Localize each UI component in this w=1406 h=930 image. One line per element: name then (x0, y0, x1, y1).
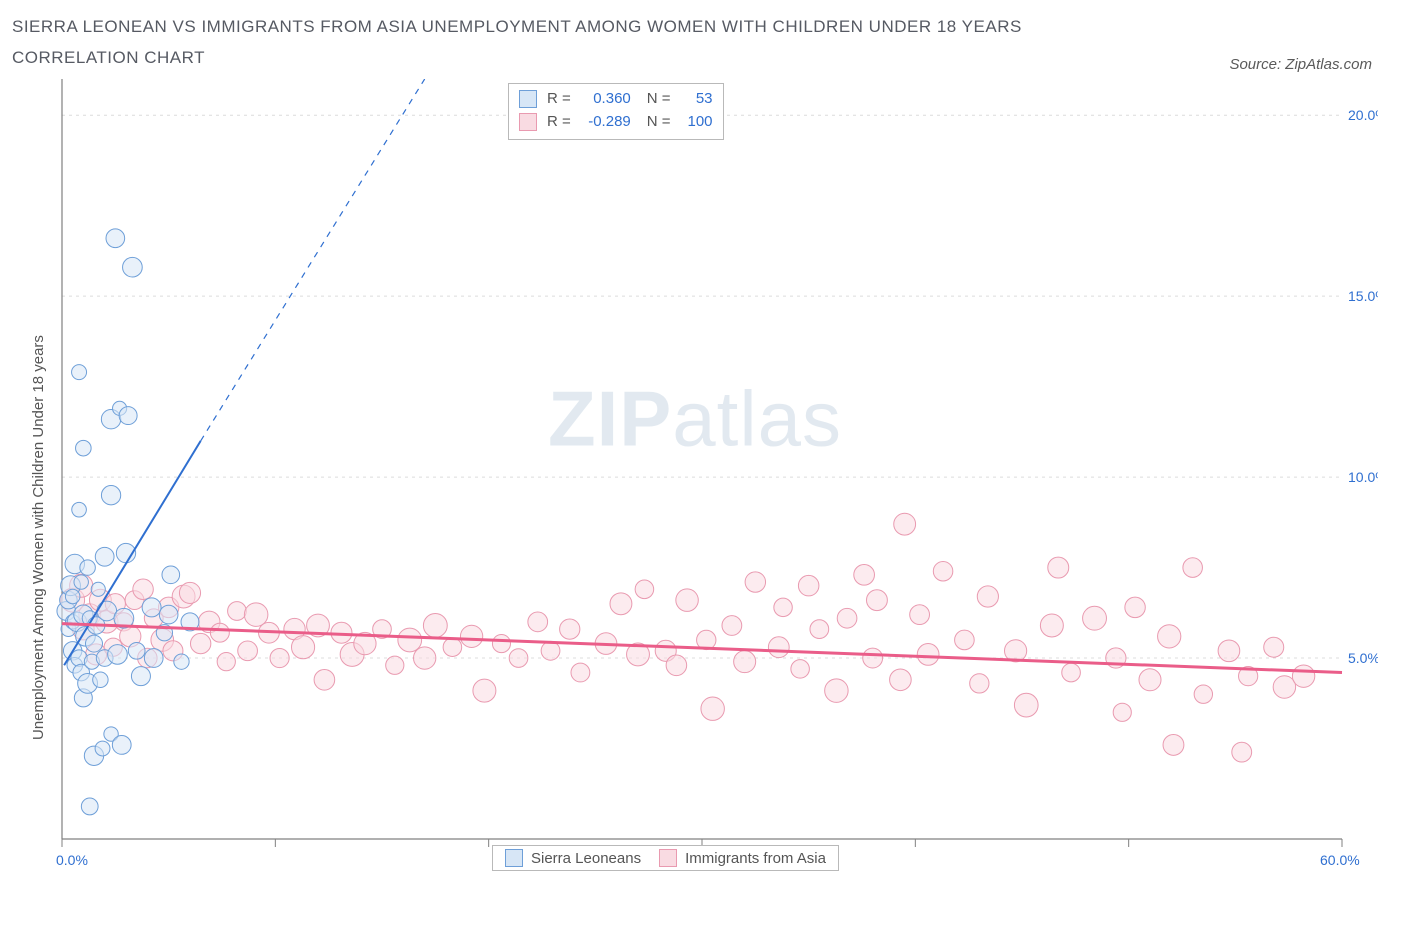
svg-text:15.0%: 15.0% (1348, 288, 1378, 304)
chart-area: ZIPatlas 5.0%10.0%15.0%20.0%0.0%60.0% Un… (12, 79, 1378, 889)
y-axis-label: Unemployment Among Women with Children U… (30, 335, 47, 740)
scatter-plot: 5.0% 10.0% 15.0% 20.0% 0.0% 60.0% (12, 79, 1378, 879)
swatch-blue (505, 849, 523, 867)
stats-row-pink: R =-0.289 N =100 (519, 111, 713, 134)
stats-legend: R =0.360 N =53 R =-0.289 N =100 (508, 83, 724, 140)
source-label: Source: ZipAtlas.com (1229, 56, 1378, 73)
series-legend: Sierra Leoneans Immigrants from Asia (492, 845, 839, 871)
swatch-pink (519, 113, 537, 131)
svg-text:20.0%: 20.0% (1348, 107, 1378, 123)
svg-text:60.0%: 60.0% (1320, 852, 1360, 868)
legend-item-blue: Sierra Leoneans (505, 849, 641, 867)
svg-text:10.0%: 10.0% (1348, 469, 1378, 485)
swatch-blue (519, 90, 537, 108)
svg-text:0.0%: 0.0% (56, 852, 88, 868)
chart-title: SIERRA LEONEAN VS IMMIGRANTS FROM ASIA U… (12, 12, 1142, 73)
stats-row-blue: R =0.360 N =53 (519, 88, 713, 111)
svg-text:5.0%: 5.0% (1348, 650, 1378, 666)
legend-item-pink: Immigrants from Asia (659, 849, 826, 867)
swatch-pink (659, 849, 677, 867)
